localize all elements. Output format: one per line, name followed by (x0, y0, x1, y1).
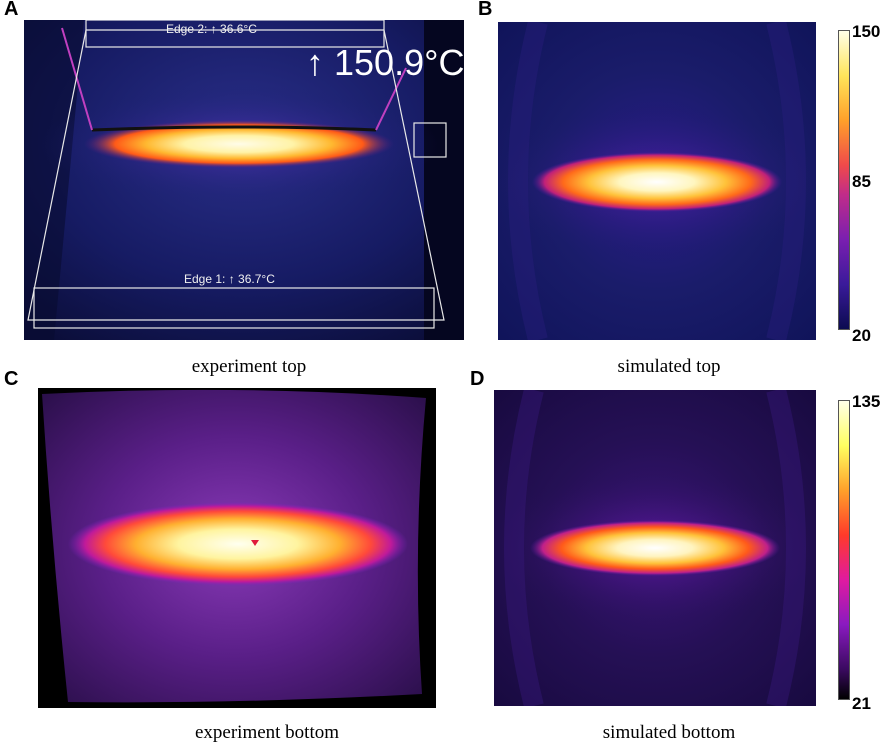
edge-1-label: Edge 1: ↑ 36.7°C (184, 272, 275, 286)
panel-letter-c: C (4, 368, 19, 390)
experiment-bottom-thermal-image (38, 388, 436, 708)
caption-experiment-top: experiment top (191, 356, 307, 377)
colorbar-bottom-max: 135 (852, 392, 881, 411)
colorbar-top (838, 30, 850, 330)
panel-letter-b: B (478, 0, 493, 20)
colorbar-bottom-min: 21 (852, 694, 871, 713)
caption-simulated-top: simulated top (617, 356, 721, 377)
simulated-bottom-thermal-image (494, 390, 816, 706)
simulated-top-thermal-image (498, 22, 816, 340)
panel-letter-a: A (4, 0, 19, 20)
max-temperature-label: ↑ 150.9°C (306, 42, 464, 83)
caption-simulated-bottom: simulated bottom (602, 722, 736, 743)
colorbar-bottom (838, 400, 850, 700)
colorbar-top-min: 20 (852, 326, 871, 345)
experiment-top-thermal-image: Edge 2: ↑ 36.6°C ↑ 150.9°C Edge 1: ↑ 36.… (24, 20, 464, 340)
panel-letter-d: D (470, 368, 485, 390)
colorbar-top-mid: 85 (852, 172, 871, 191)
edge-2-label: Edge 2: ↑ 36.6°C (166, 22, 257, 36)
caption-experiment-bottom: experiment bottom (194, 722, 340, 743)
colorbar-top-max: 150 (852, 22, 881, 41)
